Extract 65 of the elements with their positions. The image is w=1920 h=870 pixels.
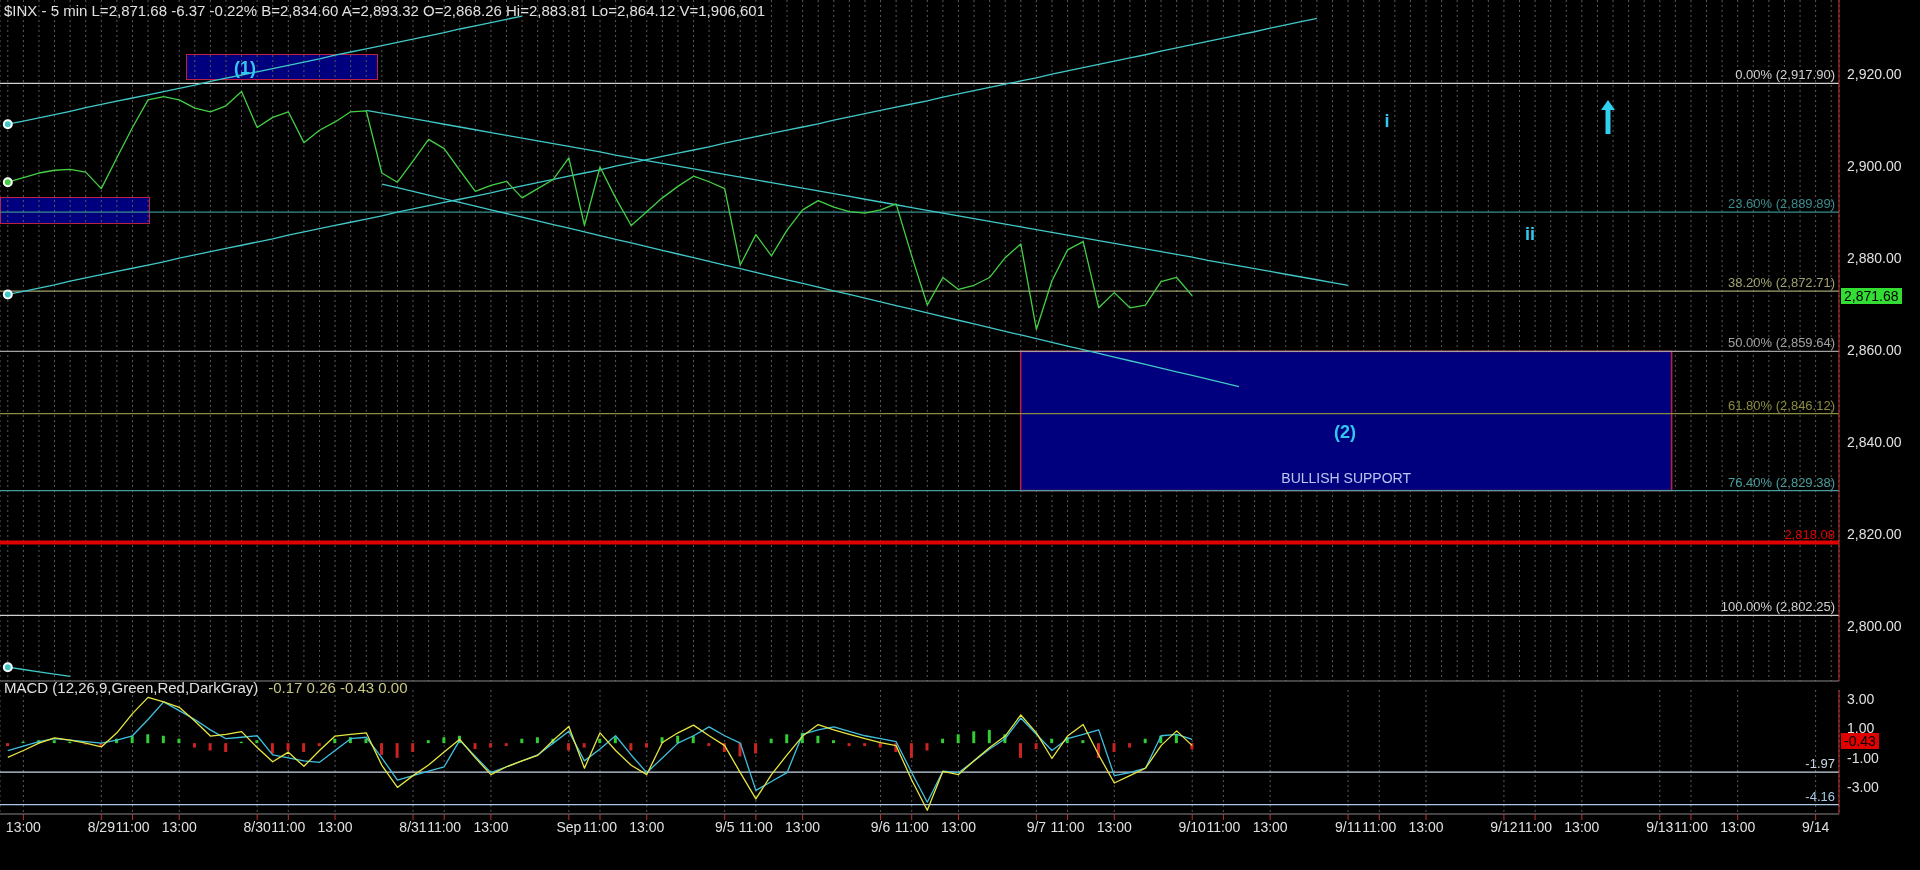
x-tick-label: 11:00 bbox=[1206, 818, 1241, 835]
x-tick-label: 11:00 bbox=[271, 818, 306, 835]
x-tick-label: 11:00 bbox=[1673, 818, 1709, 835]
x-tick-label: 13:00 bbox=[1408, 818, 1444, 835]
ref-line-label: -1.97 bbox=[1805, 756, 1835, 772]
ref-line-label: 23.60% (2,889.89) bbox=[1728, 196, 1835, 212]
annotation: i bbox=[1383, 110, 1391, 132]
chart-title: MACD (12,26,9,Green,Red,DarkGray) bbox=[4, 679, 259, 696]
x-tick-label: 11:00 bbox=[583, 818, 618, 835]
annotation: ii bbox=[1524, 223, 1536, 245]
x-tick-label: 13:00 bbox=[473, 818, 509, 835]
x-tick-label: 9/12 bbox=[1490, 818, 1518, 835]
x-tick-label: 11:00 bbox=[1362, 818, 1397, 835]
y-tick-label: 3.00 bbox=[1847, 690, 1875, 707]
x-tick-label: 13:00 bbox=[1096, 818, 1133, 835]
y-tick-label: -3.00 bbox=[1847, 779, 1880, 796]
ref-line-label: 0.00% (2,917.90) bbox=[1735, 67, 1835, 83]
annotation: (1) bbox=[233, 57, 257, 79]
x-tick-label: 11:00 bbox=[427, 818, 462, 835]
ref-line-label: 100.00% (2,802.25) bbox=[1720, 599, 1835, 615]
x-tick-label: 9/6 bbox=[870, 818, 891, 835]
ref-line-label: 2,818.08 bbox=[1784, 526, 1835, 542]
x-tick-label: 9/10 bbox=[1178, 818, 1207, 835]
text: 2,871.68 bbox=[1841, 288, 1902, 304]
x-tick-label: 13:00 bbox=[785, 818, 821, 835]
x-tick-label: 9/7 bbox=[1026, 818, 1047, 835]
x-tick-label: 8/30 bbox=[243, 818, 271, 835]
y-tick-label: 2,880.00 bbox=[1847, 249, 1902, 266]
x-tick-label: 11:00 bbox=[1050, 818, 1085, 835]
x-tick-label: 8/29 bbox=[87, 818, 116, 835]
y-tick-label: 2,840.00 bbox=[1847, 433, 1902, 450]
x-tick-label: 13:00 bbox=[629, 818, 665, 835]
ref-line-label: 61.80% (2,846.12) bbox=[1728, 397, 1835, 413]
x-tick-label: 13:00 bbox=[940, 818, 977, 835]
x-tick-label: 13:00 bbox=[5, 818, 42, 835]
x-tick-label: 11:00 bbox=[1518, 818, 1553, 835]
ref-line-label: -4.16 bbox=[1805, 788, 1835, 804]
x-tick-label: Sep bbox=[556, 818, 582, 835]
x-tick-label: 9/14 bbox=[1802, 818, 1830, 835]
y-tick-label: 2,860.00 bbox=[1847, 341, 1902, 358]
x-tick-label: 13:00 bbox=[1720, 818, 1756, 835]
text: -0.43 bbox=[1841, 733, 1879, 749]
x-tick-label: 9/11 bbox=[1334, 818, 1362, 835]
x-tick-label: 11:00 bbox=[738, 818, 774, 835]
x-tick-label: 13:00 bbox=[161, 818, 197, 835]
y-tick-label: 2,800.00 bbox=[1847, 617, 1902, 634]
y-tick-label: -1.00 bbox=[1847, 749, 1880, 766]
x-tick-label: 13:00 bbox=[1564, 818, 1600, 835]
ref-line-label: 38.20% (2,872.71) bbox=[1728, 275, 1835, 291]
ref-line-label: 50.00% (2,859.64) bbox=[1728, 335, 1835, 351]
x-tick-label: 11:00 bbox=[115, 818, 150, 835]
x-tick-label: 13:00 bbox=[317, 818, 353, 835]
y-tick-label: 2,820.00 bbox=[1847, 525, 1902, 542]
x-tick-label: 8/31 bbox=[399, 818, 427, 835]
x-tick-label: 9/13 bbox=[1646, 818, 1674, 835]
chart-subtitle: -0.17 0.26 -0.43 0.00 bbox=[268, 679, 408, 696]
x-tick-label: 13:00 bbox=[1252, 818, 1288, 835]
ref-line-label: 76.40% (2,829.38) bbox=[1728, 474, 1835, 490]
x-tick-label: 9/5 bbox=[714, 818, 735, 835]
annotation: (2) bbox=[1333, 421, 1357, 443]
y-tick-label: 2,920.00 bbox=[1847, 65, 1902, 82]
chart-title: $INX - 5 min L=2,871.68 -6.37 -0.22% B=2,834.60 A=2,893.32 O=2,868.26 Hi=2,883.81 Lo=2,864.12 V=1,906,601 bbox=[4, 2, 766, 19]
y-tick-label: 2,900.00 bbox=[1847, 157, 1902, 174]
x-tick-label: 11:00 bbox=[894, 818, 929, 835]
band-label: BULLISH SUPPORT bbox=[1281, 469, 1412, 486]
